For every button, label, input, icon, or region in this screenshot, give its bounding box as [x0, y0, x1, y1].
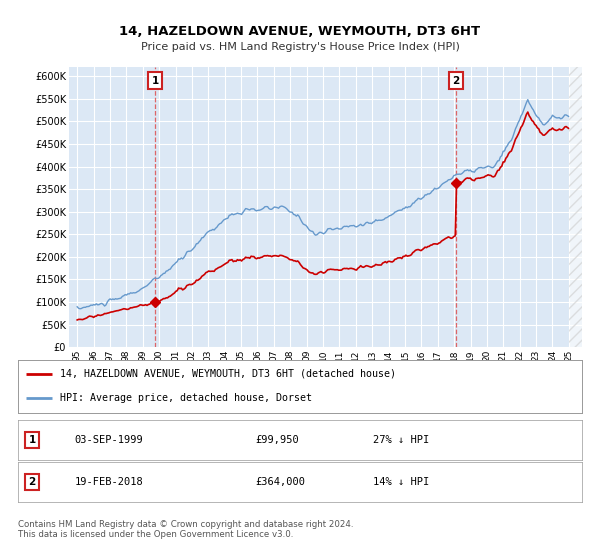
Text: 14, HAZELDOWN AVENUE, WEYMOUTH, DT3 6HT (detached house): 14, HAZELDOWN AVENUE, WEYMOUTH, DT3 6HT … [60, 369, 397, 379]
Text: Price paid vs. HM Land Registry's House Price Index (HPI): Price paid vs. HM Land Registry's House … [140, 42, 460, 52]
Text: 03-SEP-1999: 03-SEP-1999 [74, 435, 143, 445]
Text: 27% ↓ HPI: 27% ↓ HPI [373, 435, 430, 445]
Text: 2: 2 [452, 76, 460, 86]
Bar [569, 67, 582, 347]
Text: 2: 2 [28, 477, 36, 487]
Text: 1: 1 [28, 435, 36, 445]
Text: 14, HAZELDOWN AVENUE, WEYMOUTH, DT3 6HT: 14, HAZELDOWN AVENUE, WEYMOUTH, DT3 6HT [119, 25, 481, 38]
Text: HPI: Average price, detached house, Dorset: HPI: Average price, detached house, Dors… [60, 393, 313, 403]
Text: 14% ↓ HPI: 14% ↓ HPI [373, 477, 430, 487]
Text: £99,950: £99,950 [255, 435, 299, 445]
Text: 1: 1 [151, 76, 158, 86]
Text: £364,000: £364,000 [255, 477, 305, 487]
Text: 19-FEB-2018: 19-FEB-2018 [74, 477, 143, 487]
Text: Contains HM Land Registry data © Crown copyright and database right 2024.
This d: Contains HM Land Registry data © Crown c… [18, 520, 353, 539]
